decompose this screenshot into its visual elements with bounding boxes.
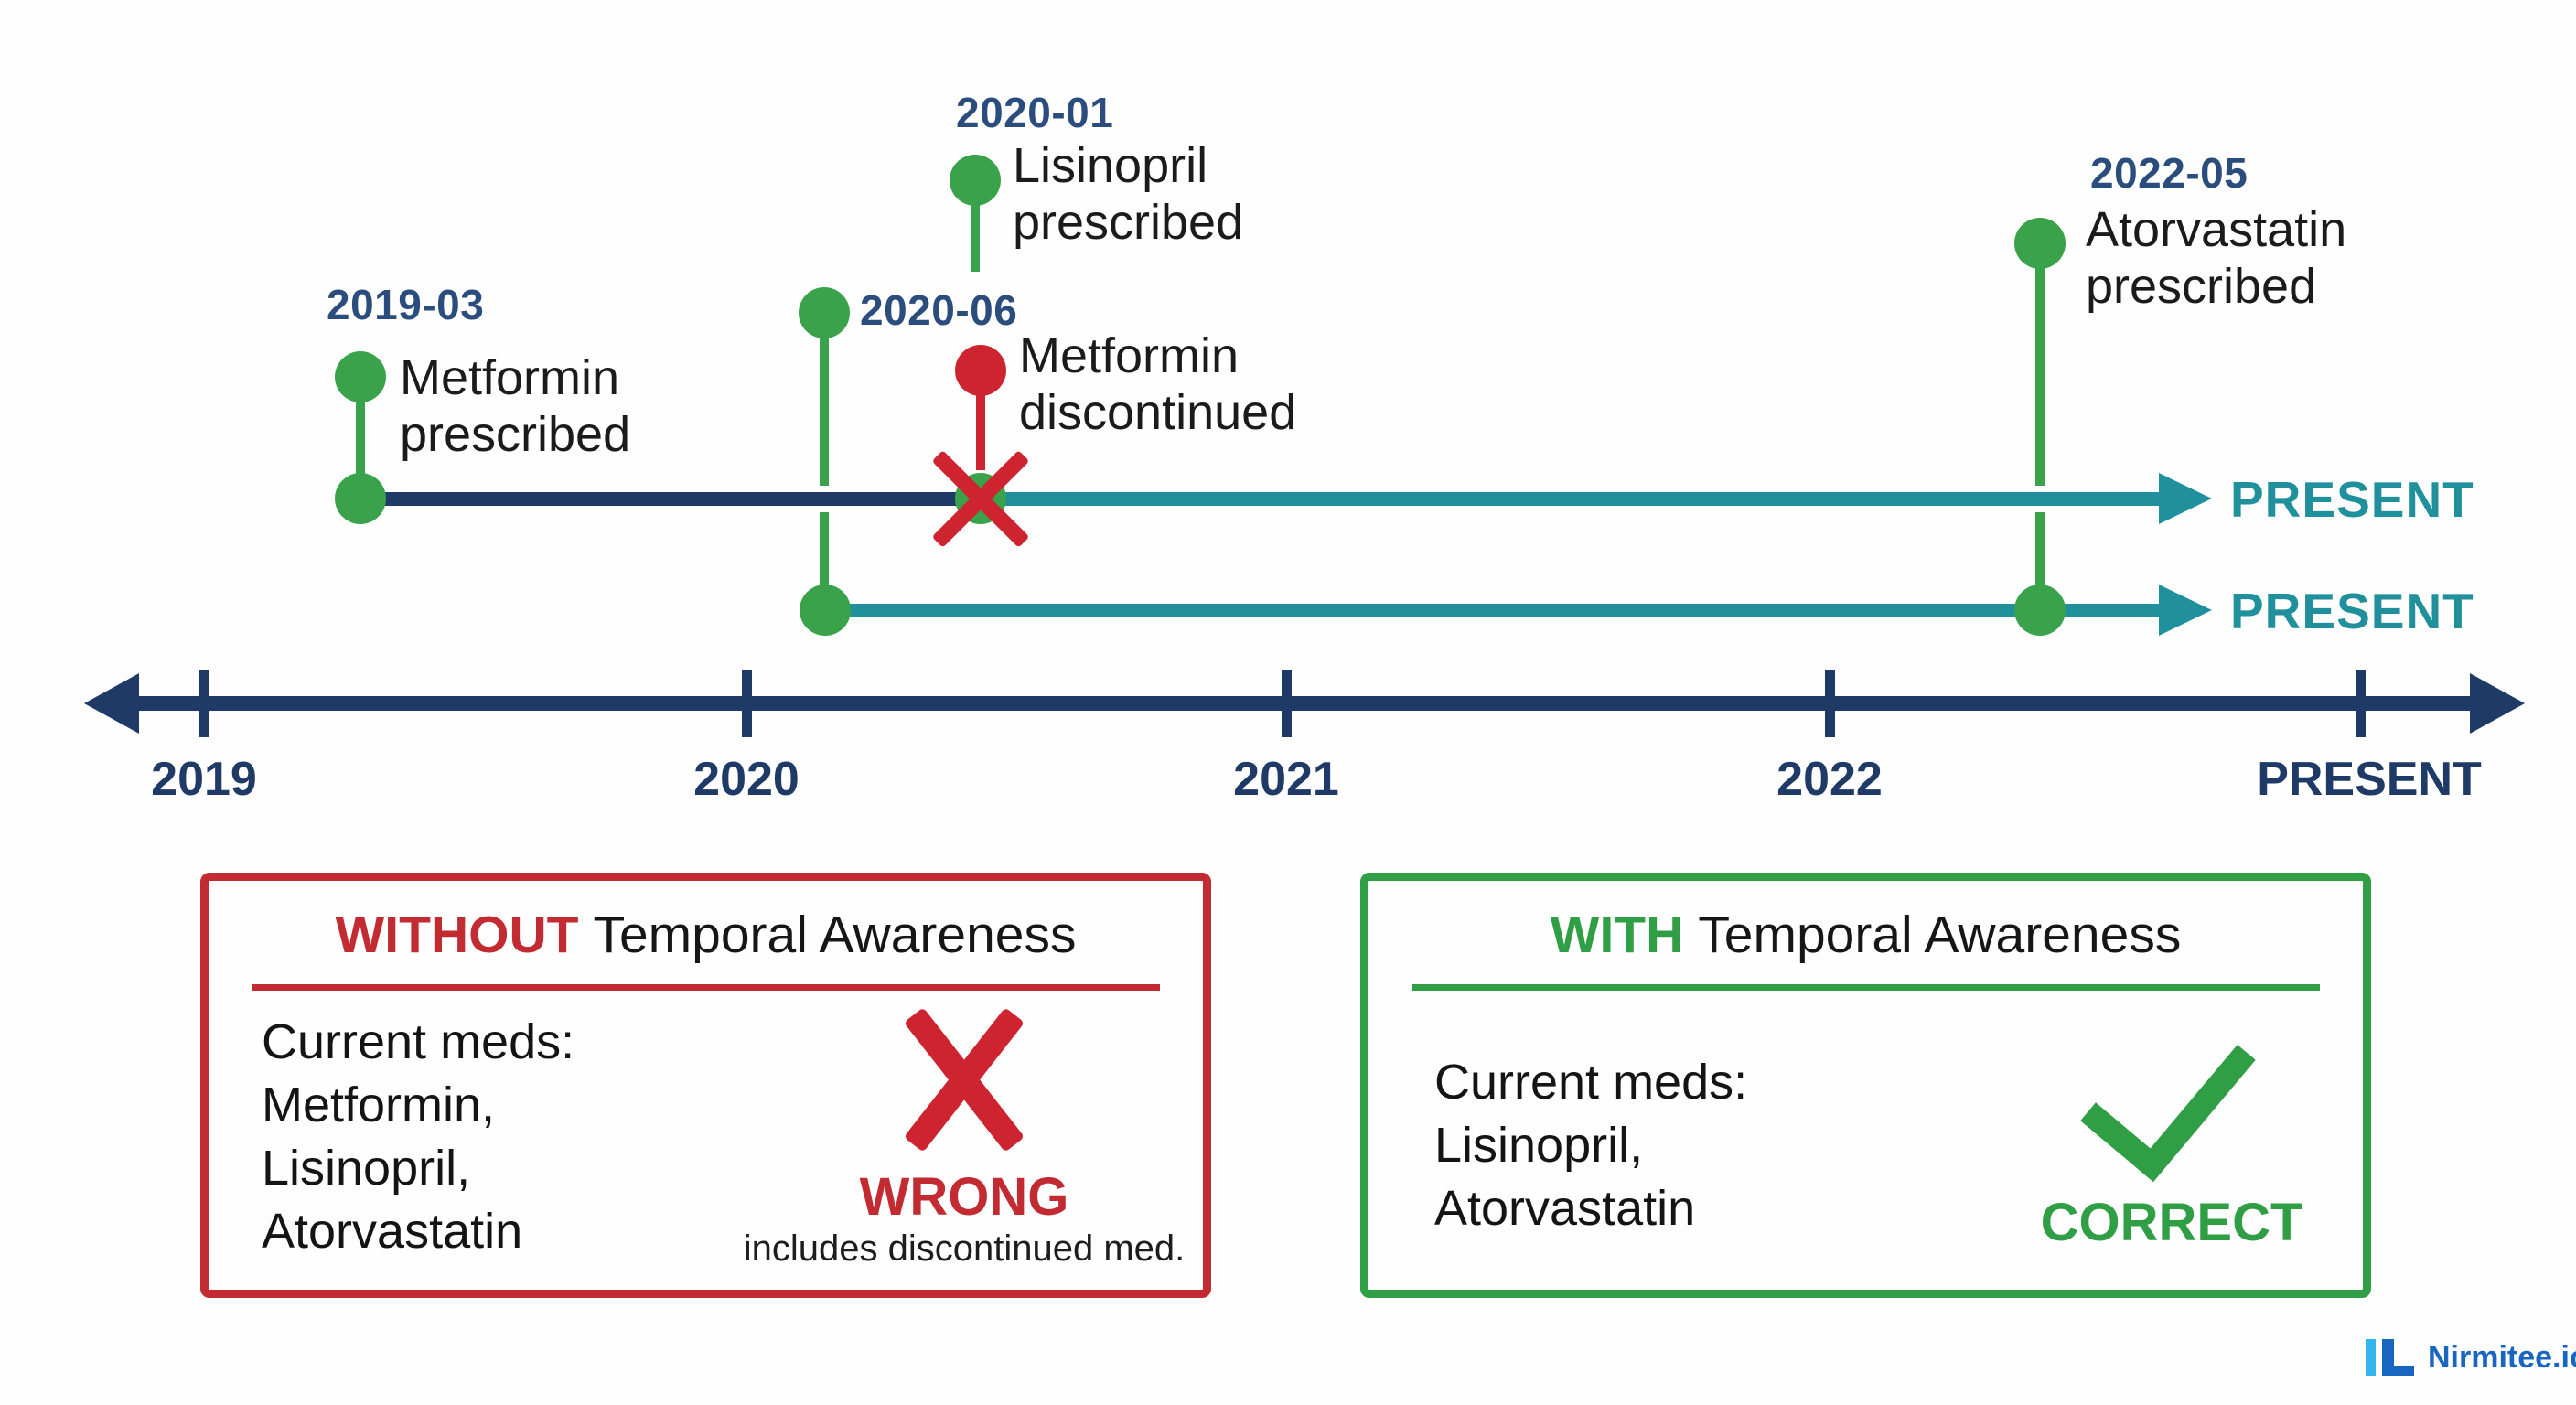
row1-present-arrowhead-icon (2159, 473, 2212, 524)
event-title-line2: prescribed (2086, 259, 2317, 314)
line-start-dot-metformin (335, 473, 386, 524)
wrong-x-icon (896, 1007, 1033, 1153)
row2-present-label: PRESENT (2230, 583, 2474, 639)
axis-label-2019: 2019 (151, 753, 257, 806)
with-box-divider (1412, 984, 2320, 991)
with-temporal-awareness-box: WITH Temporal Awareness Current meds: Lis… (1360, 873, 2371, 1298)
meds-item: Metformin, (262, 1078, 496, 1132)
without-title-rest: Temporal Awareness (593, 906, 1077, 964)
event-title-line1: Lisinopril (1013, 138, 1208, 193)
event-title-metformin-discontinued: Metformin discontinued (1019, 327, 1296, 441)
wrong-verdict-note: includes discontinued med. (743, 1228, 1186, 1269)
axis-arrowhead-right-icon (2470, 673, 2525, 734)
event-stem-2020-01 (971, 178, 980, 272)
meds-item: Lisinopril, (1434, 1118, 1644, 1173)
with-box-title: WITH Temporal Awareness (1368, 905, 2363, 965)
event-title-line2: prescribed (1013, 195, 1244, 250)
event-stem-metformin-discontinued (976, 368, 985, 470)
axis-label-2020: 2020 (693, 753, 800, 806)
axis-label-present: PRESENT (2257, 753, 2482, 806)
without-meds-list: Current meds: Metformin, Lisinopril, Ato… (262, 1011, 574, 1263)
event-date-2019-03: 2019-03 (327, 281, 485, 328)
event-stem-2019-03 (356, 375, 365, 501)
discontinued-x-icon (930, 448, 1031, 549)
event-title-line2: prescribed (400, 407, 631, 462)
with-meds-list: Current meds: Lisinopril, Atorvastatin (1434, 1051, 1747, 1240)
meds-heading: Current meds: (262, 1014, 575, 1069)
with-title-highlight: WITH (1550, 906, 1684, 964)
event-title-line1: Metformin (400, 350, 620, 405)
meds-item: Atorvastatin (262, 1204, 523, 1259)
event-dot-2020-01 (950, 155, 1001, 206)
without-box-title: WITHOUT Temporal Awareness (209, 905, 1203, 965)
event-title-line2: discontinued (1019, 385, 1297, 440)
metformin-line-segment (360, 492, 981, 506)
line-start-dot-lisinopril (800, 585, 851, 636)
nirmitee-logo-icon (2366, 1337, 2415, 1378)
correct-check-icon (2080, 998, 2256, 1183)
event-date-2022-05: 2022-05 (2090, 149, 2249, 197)
axis-arrowhead-left-icon (84, 673, 139, 734)
axis-tick (1282, 670, 1292, 737)
event-dot-metformin-discontinued (955, 345, 1006, 396)
axis-label-2021: 2021 (1233, 753, 1339, 806)
event-title-2022-05: Atorvastatin prescribed (2086, 201, 2346, 315)
event-date-2020-01: 2020-01 (956, 89, 1114, 136)
row1-line-to-present (981, 492, 2159, 506)
nirmitee-logo: Nirmitee.io (2366, 1337, 2576, 1378)
event-title-2020-01: Lisinopril prescribed (1013, 137, 1243, 251)
event-title-2019-03: Metformin prescribed (400, 349, 630, 463)
correct-verdict-label: CORRECT (2040, 1193, 2303, 1252)
without-box-divider (252, 984, 1160, 991)
meds-heading: Current meds: (1434, 1055, 1748, 1110)
event-stem-2020-06 (820, 311, 829, 613)
axis-tick (2356, 670, 2366, 737)
axis-tick (742, 670, 752, 737)
meds-item: Atorvastatin (1434, 1181, 1696, 1236)
event-dot-2019-03 (335, 351, 386, 402)
event-dot-2020-06 (799, 287, 850, 338)
wrong-verdict-label: WRONG (859, 1167, 1069, 1227)
event-title-line1: Atorvastatin (2086, 202, 2347, 257)
meds-item: Lisinopril, (262, 1141, 471, 1196)
event-stem-2022-05 (2035, 241, 2045, 610)
without-temporal-awareness-box: WITHOUT Temporal Awareness Current meds: … (200, 873, 1211, 1298)
axis-label-2022: 2022 (1776, 753, 1883, 806)
row2-present-arrowhead-icon (2159, 585, 2212, 636)
event-date-2020-06: 2020-06 (860, 286, 1018, 334)
nirmitee-logo-text: Nirmitee.io (2428, 1339, 2576, 1375)
without-title-highlight: WITHOUT (335, 906, 579, 964)
event-dot-2022-05 (2014, 218, 2066, 269)
axis-tick (199, 670, 209, 737)
atorvastatin-join-dot (2014, 585, 2066, 636)
row2-line-to-present (825, 604, 2159, 617)
axis-line (119, 696, 2488, 711)
row1-present-label: PRESENT (2230, 471, 2474, 528)
axis-tick (1825, 670, 1835, 737)
with-title-rest: Temporal Awareness (1698, 906, 2182, 964)
event-title-line1: Metformin (1019, 328, 1240, 383)
